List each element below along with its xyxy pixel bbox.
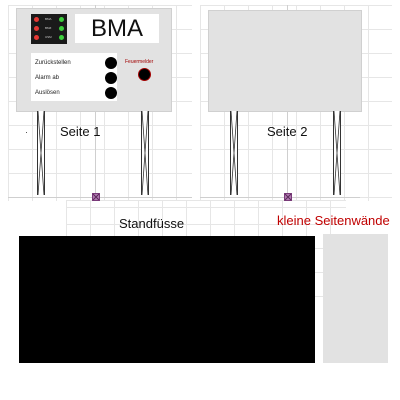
grid-line-bottom [66, 207, 346, 208]
control-label-zurueckstellen: Zurückstellen [35, 60, 71, 66]
led-red-icon [34, 17, 39, 22]
stand-leg[interactable] [230, 111, 238, 195]
led-row-label: BMZ [45, 26, 52, 30]
alarm-ab-button[interactable] [105, 72, 117, 84]
led-green-icon [59, 26, 64, 31]
page1-panel[interactable]: BMA BMZ USM BMA Zurückstellen Alarm ab A… [16, 8, 172, 112]
page1-label: Seite 1 [60, 124, 101, 139]
led-red-icon [34, 35, 39, 40]
zurueckstellen-button[interactable] [105, 57, 117, 69]
stand-leg[interactable] [333, 111, 341, 195]
ground-line-left [8, 197, 192, 198]
origin-marker-icon[interactable] [92, 193, 100, 201]
origin-marker-icon[interactable] [284, 193, 292, 201]
led-green-icon [59, 17, 64, 22]
bma-title: BMA [75, 14, 159, 43]
feuermelder-label: Feuermelder [125, 59, 154, 65]
led-indicator-box: BMA BMZ USM [31, 14, 67, 44]
page2-panel[interactable] [208, 10, 362, 112]
stand-leg[interactable] [37, 111, 45, 195]
control-box: Zurückstellen Alarm ab Auslösen [31, 53, 117, 101]
control-label-alarm-ab: Alarm ab [35, 75, 60, 81]
dot-mark [26, 132, 27, 133]
led-row-label: BMA [45, 17, 52, 21]
seitenwaende-caption: kleine Seitenwände [277, 213, 390, 228]
stand-leg[interactable] [141, 111, 149, 195]
seitenwand-panel[interactable] [323, 234, 388, 363]
led-red-icon [34, 26, 39, 31]
feuermelder-button[interactable] [138, 68, 151, 81]
ausloesen-button[interactable] [105, 87, 117, 99]
control-label-ausloesen: Auslösen [35, 90, 60, 96]
led-row-label: USM [45, 35, 52, 39]
standfuesse-panel[interactable] [19, 236, 315, 363]
led-green-icon [59, 35, 64, 40]
standfuesse-caption: Standfüsse [119, 216, 185, 231]
page2-label: Seite 2 [267, 124, 308, 139]
ground-line-right [200, 197, 360, 198]
